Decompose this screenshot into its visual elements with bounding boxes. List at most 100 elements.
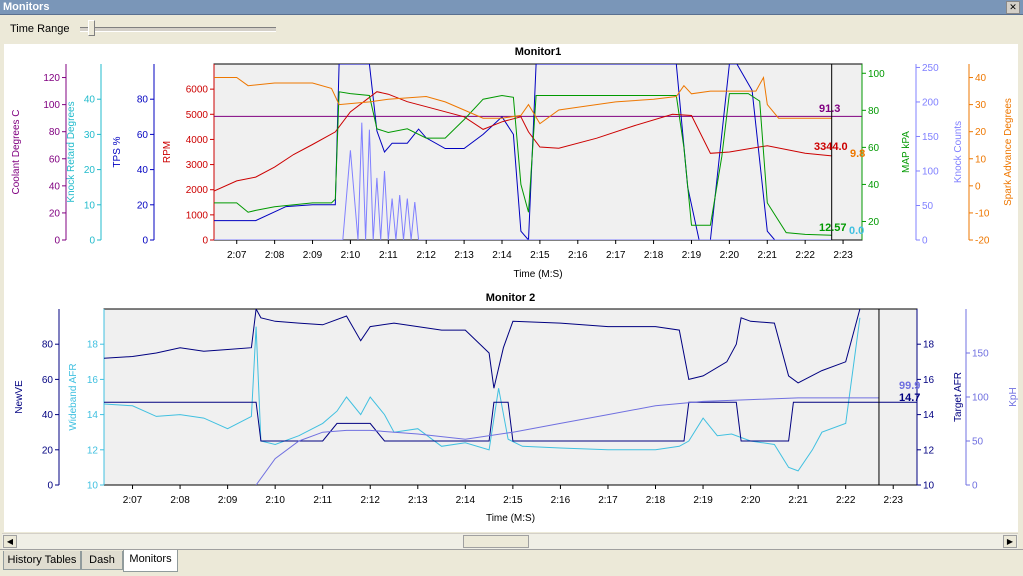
series-line (214, 91, 832, 192)
plot-area (103, 308, 918, 486)
x-tick-label: 2:13 (454, 250, 474, 261)
map-tick-label: 80 (868, 106, 880, 117)
time-range-label: Time Range (10, 23, 70, 35)
newve-tick-label: 0 (47, 481, 53, 492)
target_afr-tick-label: 10 (923, 481, 935, 492)
toolbar: Time Range (0, 15, 1023, 44)
series-line (104, 309, 861, 389)
tab-dash[interactable]: Dash (81, 551, 123, 570)
knock_retard-tick-label: 20 (84, 165, 96, 176)
spark-tick-label: 10 (975, 154, 987, 165)
wideband-tick-label: 18 (87, 340, 99, 351)
horizontal-scrollbar[interactable]: ◀ ▶ (2, 533, 1018, 549)
close-icon: ✕ (1009, 2, 1017, 12)
x-tick-label: 2:08 (265, 250, 285, 261)
time-range-slider-thumb[interactable] (88, 20, 95, 36)
series-line (214, 64, 832, 240)
x-tick-label: 2:08 (170, 495, 190, 506)
knock_counts-tick-label: 50 (922, 201, 934, 212)
coolant-tick-label: 80 (49, 127, 61, 138)
series-end-label: 14.7 (899, 392, 920, 404)
series-line (214, 91, 832, 236)
series-group (214, 64, 862, 240)
map-tick-label: 60 (868, 143, 880, 154)
tab-history-tables[interactable]: History Tables (3, 551, 81, 570)
rpm-tick-label: 5000 (186, 110, 209, 121)
series-line (214, 122, 832, 240)
series-group (104, 309, 917, 485)
tps-tick-label: 20 (137, 200, 149, 211)
coolant-tick-label: 0 (54, 236, 60, 247)
series-end-label: 99.9 (899, 380, 920, 392)
target_afr-tick-label: 12 (923, 445, 935, 456)
knock_counts-tick-label: 250 (922, 63, 939, 74)
monitor1-chart: Monitor1 2:07 2:08 2:09 2:10 2:11 2:12 2:13 2:14… (11, 46, 1014, 280)
x-tick-label: 2:14 (492, 250, 512, 261)
rpm-axis-label: RPM (162, 141, 173, 163)
knock_retard-tick-label: 40 (84, 95, 96, 106)
x-tick-label: 2:20 (741, 495, 761, 506)
map-tick-label: 100 (868, 69, 885, 80)
arrow-right-icon: ▶ (1006, 537, 1014, 546)
scroll-thumb[interactable] (463, 535, 529, 548)
x-tick-label: 2:23 (883, 495, 903, 506)
map-axis-label: MAP kPA (901, 131, 912, 173)
rpm-tick-label: 3000 (186, 160, 209, 171)
time-range-slider-track[interactable] (80, 27, 276, 32)
series-line (104, 317, 861, 472)
newve-tick-label: 40 (42, 410, 54, 421)
series-end-label: 9.8 (850, 148, 865, 160)
newve-tick-label: 20 (42, 445, 54, 456)
coolant-tick-label: 120 (43, 73, 60, 84)
knock_counts-tick-label: 200 (922, 97, 939, 108)
wideband-tick-label: 14 (87, 410, 99, 421)
x-tick-label: 2:13 (408, 495, 428, 506)
map-tick-label: 40 (868, 180, 880, 191)
knock_retard-tick-label: 30 (84, 130, 96, 141)
wideband-tick-label: 12 (87, 445, 99, 456)
close-button[interactable]: ✕ (1006, 1, 1020, 14)
rpm-tick-label: 6000 (186, 85, 209, 96)
x-tick-label: 2:21 (788, 495, 808, 506)
tab-strip: History Tables Dash Monitors (0, 549, 1023, 576)
arrow-left-icon: ◀ (6, 537, 14, 546)
knock_retard-tick-label: 10 (84, 200, 96, 211)
map-tick-label: 20 (868, 217, 880, 228)
coolant-tick-label: 40 (49, 181, 61, 192)
x-tick-label: 2:17 (598, 495, 618, 506)
scroll-left-button[interactable]: ◀ (3, 535, 17, 548)
target_afr-axis-label: Target AFR (953, 372, 964, 422)
x-tick-label: 2:18 (644, 250, 664, 261)
x-tick-label: 2:18 (646, 495, 666, 506)
wideband-tick-label: 10 (87, 481, 99, 492)
kph-tick-label: 150 (972, 349, 989, 360)
spark-tick-label: 20 (975, 127, 987, 138)
spark-tick-label: -10 (975, 208, 990, 219)
x-tick-label: 2:09 (218, 495, 238, 506)
x-tick-label: 2:22 (836, 495, 856, 506)
target_afr-tick-label: 14 (923, 410, 935, 421)
x-tick-label: 2:22 (795, 250, 815, 261)
x-tick-label: 2:11 (379, 250, 398, 261)
series-end-label: 91.3 (819, 103, 840, 115)
wideband-tick-label: 16 (87, 375, 99, 386)
kph-tick-label: 50 (972, 437, 984, 448)
tps-tick-label: 0 (142, 236, 148, 247)
series-end-label: 3344.0 (814, 141, 848, 153)
knock_counts-tick-label: 100 (922, 166, 939, 177)
tps-axis-label: TPS % (112, 136, 123, 167)
x-tick-label: 2:12 (361, 495, 381, 506)
spark-tick-label: 0 (975, 181, 981, 192)
x-tick-label: 2:19 (693, 495, 713, 506)
spark-axis-label: Spark Advance Degrees (1003, 98, 1014, 206)
knock_retard-tick-label: 0 (89, 236, 95, 247)
x-tick-label: 2:10 (341, 250, 361, 261)
tps-tick-label: 40 (137, 165, 149, 176)
coolant-tick-label: 20 (49, 208, 61, 219)
tab-monitors[interactable]: Monitors (123, 550, 178, 572)
knock_counts-tick-label: 0 (922, 236, 928, 247)
scroll-right-button[interactable]: ▶ (1003, 535, 1017, 548)
tps-tick-label: 80 (137, 95, 149, 106)
spark-tick-label: 40 (975, 73, 987, 84)
newve-tick-label: 60 (42, 375, 54, 386)
